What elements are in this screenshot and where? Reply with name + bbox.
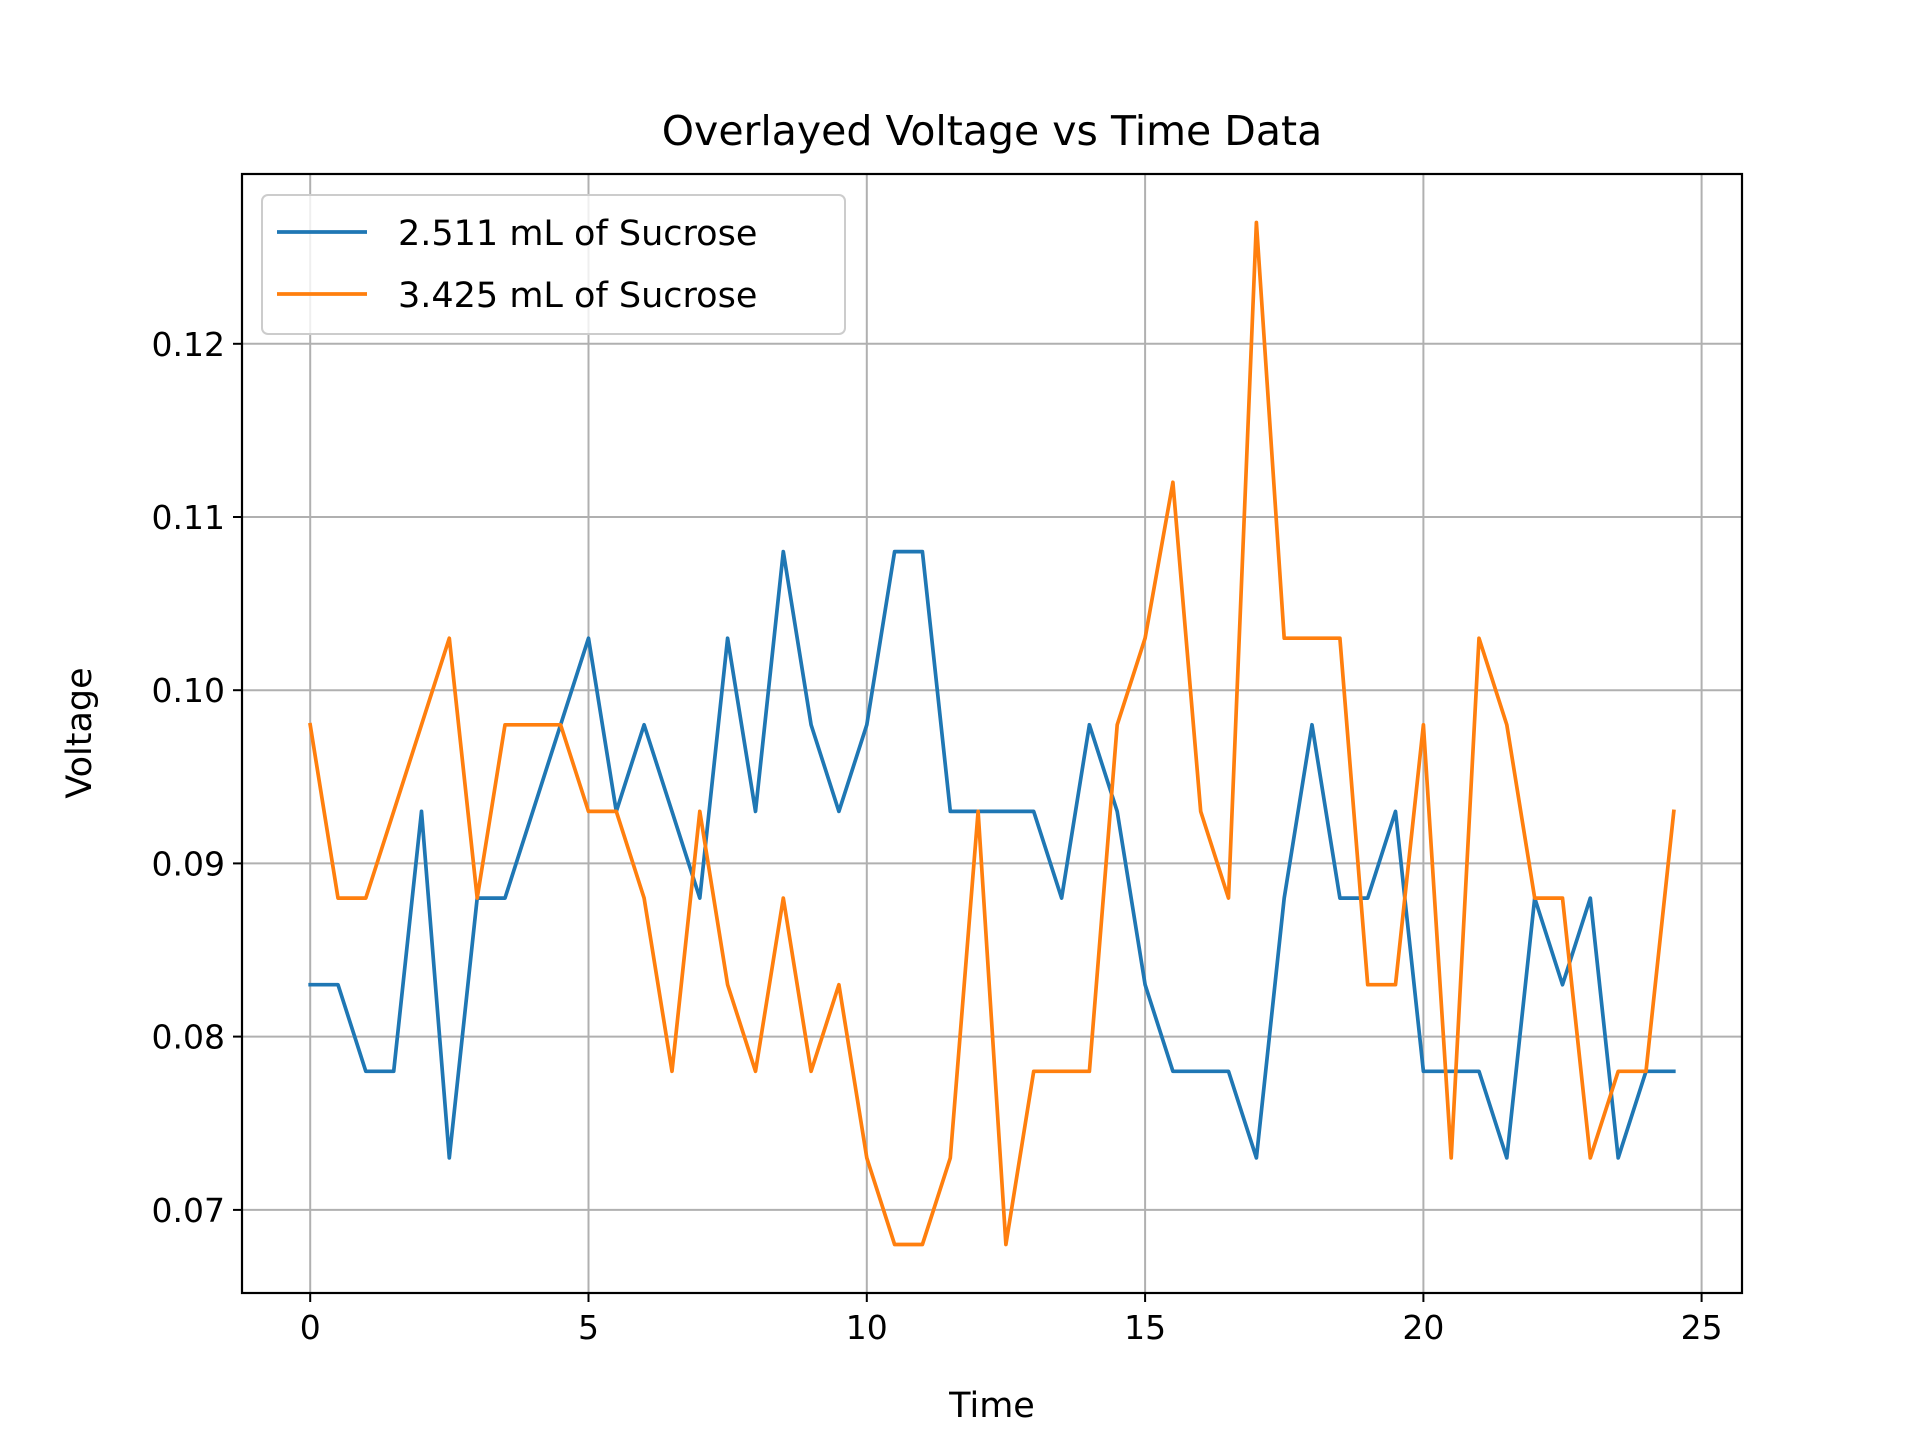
x-tick-label: 5: [578, 1308, 599, 1347]
series-line-2: [308, 220, 1676, 1247]
y-tick-label: 0.12: [152, 325, 225, 364]
ticks: 0 5 10 15 20 25 0.07 0.08 0.09 0.10 0.11 0.12: [152, 325, 1723, 1347]
legend-label-series-2: 3.425 mL of Sucrose: [398, 276, 757, 316]
legend-box: [261, 194, 846, 335]
x-tick-label: 25: [1681, 1308, 1723, 1347]
x-tick-label: 15: [1124, 1308, 1166, 1347]
y-tick-label: 0.11: [152, 498, 225, 537]
x-tick-label: 10: [846, 1308, 888, 1347]
chart-title: Overlayed Voltage vs Time Data: [662, 107, 1322, 155]
y-tick-label: 0.09: [152, 844, 225, 883]
y-tick-label: 0.10: [152, 671, 225, 710]
x-tick-label: 0: [300, 1308, 321, 1347]
y-axis-label: Voltage: [60, 667, 100, 798]
y-tick-label: 0.08: [152, 1018, 225, 1057]
x-axis-label: Time: [948, 1386, 1035, 1426]
grid: [242, 174, 1742, 1293]
series-layer: [308, 220, 1676, 1247]
y-tick-label: 0.07: [152, 1191, 225, 1230]
legend-label-series-1: 2.511 mL of Sucrose: [398, 214, 757, 254]
plot-frame: [240, 172, 1744, 1295]
x-tick-label: 20: [1402, 1308, 1444, 1347]
legend: 2.511 mL of Sucrose 3.425 mL of Sucrose: [261, 194, 846, 335]
